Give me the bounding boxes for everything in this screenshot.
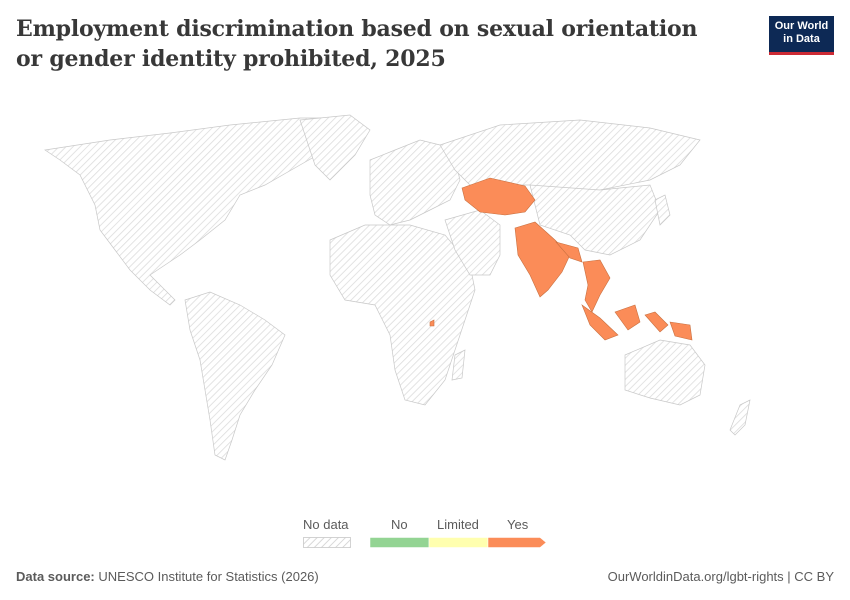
new-zealand-landmass[interactable] — [729, 399, 751, 436]
country-rwanda[interactable] — [429, 319, 435, 327]
madagascar-landmass[interactable] — [451, 349, 466, 381]
data-source: Data source: UNESCO Institute for Statis… — [16, 569, 319, 584]
world-map[interactable] — [0, 95, 850, 475]
china-landmass[interactable] — [529, 184, 661, 256]
country-papua-new-guinea[interactable] — [669, 321, 693, 341]
legend-no-data-swatch — [303, 537, 351, 548]
legend-color-bar — [370, 537, 547, 548]
greenland-landmass[interactable] — [299, 114, 371, 181]
legend-no-label: No — [391, 517, 408, 532]
country-indonesia-malaysia[interactable] — [581, 304, 619, 341]
chart-title: Employment discrimination based on sexua… — [16, 16, 698, 72]
legend-no-swatch[interactable] — [370, 537, 430, 548]
legend-yes-label: Yes — [507, 517, 529, 532]
country-sulawesi-islands[interactable] — [644, 311, 669, 333]
north-america-landmass[interactable] — [44, 117, 346, 306]
europe-landmass[interactable] — [369, 139, 461, 226]
country-borneo[interactable] — [614, 304, 641, 331]
legend-limited-label: Limited — [437, 517, 479, 532]
country-mainland-southeast-asia[interactable] — [582, 259, 611, 313]
country-india[interactable] — [514, 221, 571, 298]
africa-landmass[interactable] — [329, 224, 476, 406]
australia-landmass[interactable] — [624, 339, 706, 406]
legend-limited-swatch[interactable] — [428, 537, 489, 548]
south-america-landmass[interactable] — [184, 291, 286, 461]
owid-logo[interactable]: Our World in Data — [769, 16, 834, 55]
legend-no-data-label: No data — [303, 517, 349, 532]
country-nepal-bhutan-bangladesh[interactable] — [555, 241, 583, 263]
country-central-asia[interactable] — [461, 177, 536, 216]
legend-yes-swatch[interactable] — [487, 537, 547, 548]
source-url[interactable]: OurWorldinData.org/lgbt-rights | CC BY — [607, 569, 834, 584]
japan-landmass[interactable] — [654, 194, 671, 226]
